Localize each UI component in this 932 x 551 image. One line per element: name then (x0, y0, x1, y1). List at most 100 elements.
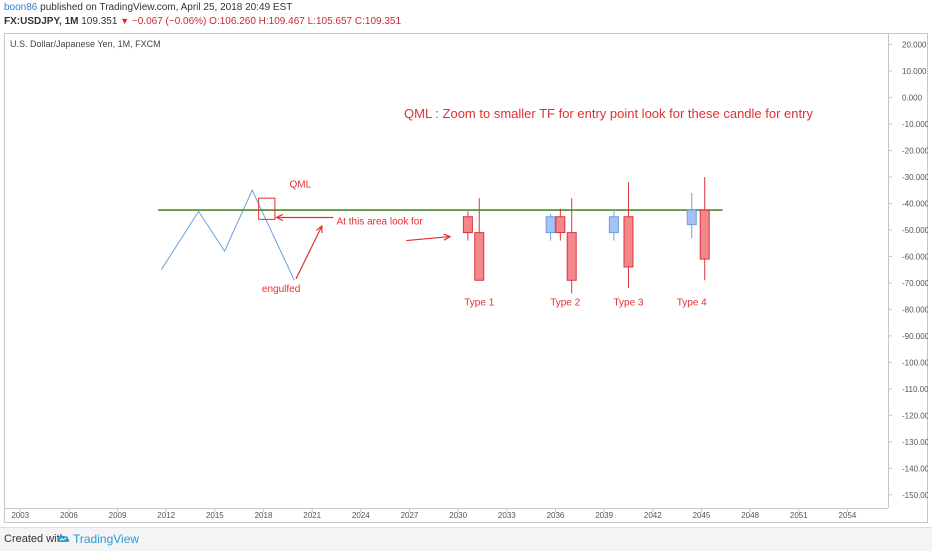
chart-area[interactable]: U.S. Dollar/Japanese Yen, 1M, FXCM 20.00… (4, 33, 932, 523)
annotation-heading: QML : Zoom to smaller TF for entry point… (404, 106, 813, 121)
type-label: Type 2 (550, 297, 580, 308)
x-tick-label: 2036 (547, 511, 565, 520)
symbol-info: FX:USDJPY, 1M 109.351 ▼ −0.067 (−0.06%) … (4, 16, 401, 27)
candle-up (608, 208, 619, 241)
annotation-arrows (275, 213, 452, 280)
candle-down (699, 176, 710, 281)
annotations: QML : Zoom to smaller TF for entry point… (258, 106, 813, 308)
candle-body (608, 216, 619, 234)
arrow (275, 213, 334, 222)
x-tick-label: 2054 (839, 511, 857, 520)
created-with-text: Created with (4, 533, 66, 545)
candles (462, 176, 710, 294)
ohlc-high: H:109.467 (258, 16, 305, 27)
y-tick-label: 0.000 (902, 94, 923, 103)
x-tick-label: 2018 (255, 511, 273, 520)
candle-down (462, 211, 473, 241)
price-change: −0.067 (−0.06%) (131, 16, 207, 27)
y-tick-label: -100.000 (902, 358, 928, 367)
arrow-head (275, 213, 284, 222)
annotation-qml: QML (289, 180, 311, 191)
x-axis: 2003 2006 2009 2012 2015 2018 2021 2024 2027 2030… (11, 508, 857, 520)
candle-body (545, 216, 556, 234)
tradingview-brand[interactable]: TradingView (73, 532, 140, 546)
y-tick-label: -50.000 (902, 226, 928, 235)
y-tick-label: -70.000 (902, 279, 928, 288)
candle-down (566, 198, 577, 294)
x-tick-label: 2027 (401, 511, 419, 520)
type-label: Type 1 (464, 297, 494, 308)
last-price: 109.351 (81, 16, 118, 27)
symbol-name: FX:USDJPY, 1M (4, 16, 79, 27)
x-tick-label: 2039 (595, 511, 613, 520)
triangle-down-icon: ▼ (120, 16, 130, 26)
chart-svg[interactable]: U.S. Dollar/Japanese Yen, 1M, FXCM 20.00… (4, 33, 932, 523)
publish-info: boon86 published on TradingView.com, Apr… (4, 2, 292, 13)
annotation-area: At this area look for (337, 217, 424, 228)
x-tick-label: 2024 (352, 511, 370, 520)
y-tick-label: -10.000 (902, 120, 928, 129)
type-label: Type 4 (677, 297, 707, 308)
y-tick-label: -90.000 (902, 332, 928, 341)
y-tick-label: -130.000 (902, 438, 928, 447)
arrow (406, 233, 452, 242)
arrow-shaft (406, 235, 451, 242)
candle-body (623, 216, 634, 268)
y-tick-label: -150.000 (902, 491, 928, 500)
x-tick-label: 2048 (741, 511, 759, 520)
x-tick-label: 2021 (303, 511, 321, 520)
x-tick-label: 2042 (644, 511, 662, 520)
arrow (295, 224, 323, 280)
y-axis: 20.000 10.000 0.000 -10.000 -20.000 -30.000 -4… (888, 41, 932, 500)
published-text: published on TradingView.com, April 25, … (40, 2, 293, 13)
x-tick-label: 2015 (206, 511, 224, 520)
chart-title: U.S. Dollar/Japanese Yen, 1M, FXCM (10, 39, 161, 49)
qml-box (258, 197, 276, 220)
y-tick-label: -140.000 (902, 464, 928, 473)
x-tick-label: 2033 (498, 511, 516, 520)
chart-border (4, 33, 928, 523)
ohlc-close: C:109.351 (354, 16, 402, 27)
x-tick-label: 2045 (693, 511, 711, 520)
author-link[interactable]: boon86 (4, 2, 38, 13)
candle-body (699, 209, 710, 260)
x-tick-label: 2003 (11, 511, 29, 520)
price-series-line (160, 189, 295, 281)
candle-body (474, 232, 485, 281)
candle-down (555, 208, 566, 241)
tradingview-cloud-icon (57, 535, 70, 542)
candle-body (686, 209, 697, 226)
x-tick-label: 2012 (157, 511, 175, 520)
y-tick-label: -40.000 (902, 199, 928, 208)
ohlc-open: O:106.260 (209, 16, 256, 27)
x-tick-label: 2009 (109, 511, 127, 520)
y-tick-label: -120.000 (902, 411, 928, 420)
x-tick-label: 2006 (60, 511, 78, 520)
x-tick-label: 2030 (449, 511, 467, 520)
annotation-engulfed: engulfed (262, 284, 300, 295)
ohlc-low: L:105.657 (307, 16, 353, 27)
candle-body (555, 216, 566, 234)
y-tick-label: 20.000 (902, 41, 927, 50)
type-labels: Type 1 Type 2 Type 3 Type 4 (464, 297, 707, 308)
type-label: Type 3 (613, 297, 643, 308)
candle-down (623, 182, 634, 289)
candle-down (474, 198, 485, 281)
chart-header: boon86 published on TradingView.com, Apr… (0, 0, 932, 30)
candle-up (686, 192, 697, 238)
y-tick-label: 10.000 (902, 67, 927, 76)
candle-body (462, 216, 473, 234)
arrow-shaft (295, 225, 323, 280)
footer: Created with TradingView (0, 527, 932, 551)
y-tick-label: -30.000 (902, 173, 928, 182)
y-tick-label: -80.000 (902, 305, 928, 314)
arrow-head (316, 224, 323, 233)
x-tick-label: 2051 (790, 511, 808, 520)
candle-up (545, 214, 556, 241)
y-tick-label: -60.000 (902, 252, 928, 261)
y-tick-label: -110.000 (902, 385, 928, 394)
arrow-head (443, 233, 452, 241)
price-line (160, 189, 295, 281)
y-tick-label: -20.000 (902, 147, 928, 156)
candle-body (566, 232, 577, 281)
